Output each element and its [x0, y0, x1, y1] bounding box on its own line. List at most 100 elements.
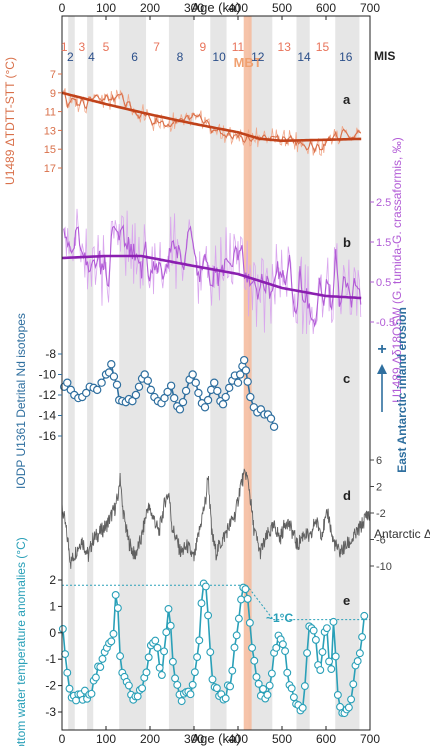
panel-b-letter: b — [343, 235, 351, 250]
panel-c-tick-label: -8 — [45, 347, 56, 361]
panel-e-marker — [164, 604, 173, 613]
panel-c-tick-label: -12 — [39, 388, 57, 402]
top-x-axis-label: Age (ka) — [191, 0, 240, 15]
panel-a-y-axis-label: U1489 ΔTDTT-STT (°C) — [3, 57, 17, 185]
panel-c-marker — [213, 386, 222, 396]
panel-e-marker — [309, 626, 318, 635]
panel-c-tick-label: -14 — [39, 409, 57, 423]
erosion-arrow-head — [377, 364, 387, 374]
top-age-tick-label: 300 — [184, 1, 204, 15]
panel-c-marker — [107, 360, 116, 369]
panel-c-marker — [239, 355, 249, 365]
panel-e-marker — [272, 643, 281, 652]
panel-e-y-axis-label: Bottom water temperature anomalies (°C) — [14, 537, 28, 746]
mbt-label: MBT — [234, 55, 262, 70]
panel-e-marker — [243, 594, 252, 603]
mis-stage-label: 14 — [297, 50, 311, 64]
panel-e-marker — [173, 680, 182, 689]
panel-e-marker — [250, 656, 259, 665]
panel-e-marker — [347, 695, 356, 704]
panel-d-tick-label: -6 — [376, 535, 386, 547]
glacial-band — [68, 16, 75, 730]
panel-e-marker — [252, 673, 261, 681]
panel-c-marker — [241, 366, 251, 375]
panel-e-marker — [138, 684, 147, 693]
panel-d-tick-label: 2 — [376, 482, 382, 494]
panel-b-tick-label: 1.5 — [376, 237, 391, 249]
panel-e-marker — [188, 680, 197, 689]
bottom-age-tick-label: 600 — [316, 732, 336, 746]
panel-e-marker — [107, 637, 116, 646]
panel-e-marker — [168, 657, 177, 666]
bottom-age-tick-label: 0 — [59, 732, 66, 746]
panel-a-tick-label: 9 — [50, 88, 56, 100]
panel-e-marker — [155, 663, 164, 672]
panel-e-marker — [248, 643, 257, 652]
panel-c-marker — [131, 390, 141, 400]
panel-a-tick-label: 11 — [45, 107, 56, 119]
panel-e-marker — [166, 621, 175, 630]
panel-e-marker — [208, 675, 217, 684]
mis-stage-label: 12 — [251, 50, 265, 64]
panel-e-tick-label: 1 — [49, 599, 56, 613]
panel-a-letter: a — [343, 92, 351, 107]
mis-stage-label: 2 — [67, 50, 74, 64]
panel-e-tick-label: 2 — [49, 573, 56, 587]
panel-d-y-axis-label: Antarctic ΔT (°C) — [374, 527, 430, 541]
panel-e-marker — [91, 673, 100, 682]
panel-e-letter: e — [343, 593, 350, 608]
panel-e-annotation: ~1°C — [266, 611, 293, 625]
panel-c-marker — [112, 380, 122, 389]
panel-e-marker — [204, 611, 213, 620]
panel-a-tick-label: 15 — [44, 144, 56, 156]
panel-c-marker — [92, 385, 102, 395]
panel-e-marker — [221, 694, 230, 703]
panel-e-marker — [65, 684, 74, 693]
panel-e-marker — [281, 647, 290, 656]
panel-c-marker — [243, 377, 252, 386]
panel-c-marker — [269, 422, 279, 431]
mis-stage-label: 3 — [78, 40, 85, 54]
panel-c-marker — [203, 395, 213, 405]
panel-c-marker — [221, 392, 230, 402]
mis-stage-label: 10 — [212, 50, 226, 64]
mis-stage-label: 16 — [339, 50, 353, 64]
panel-e-marker — [349, 680, 358, 689]
panel-e-marker — [245, 618, 254, 627]
panel-c-marker — [134, 382, 144, 391]
panel-e-marker — [303, 649, 312, 657]
panel-e-marker — [316, 666, 325, 674]
panel-a-filtered-line — [63, 90, 361, 154]
mis-stage-label: 1 — [61, 40, 68, 54]
panel-c-marker — [178, 397, 188, 407]
panel-c-marker — [218, 400, 228, 409]
bottom-age-tick-label: 300 — [184, 732, 204, 746]
panel-e-marker — [195, 636, 204, 645]
panel-c-marker — [143, 376, 152, 385]
top-age-tick-label: 200 — [140, 1, 160, 15]
panel-c-marker — [146, 385, 156, 395]
panel-e-ref-drop — [246, 584, 274, 620]
mis-stage-label: 9 — [199, 40, 206, 54]
panel-e-marker — [230, 643, 239, 652]
panel-c-marker — [266, 414, 276, 423]
panel-c-marker — [169, 393, 179, 403]
panel-e-marker — [226, 682, 235, 691]
panel-c-marker — [191, 378, 200, 387]
glacial-band — [87, 16, 94, 730]
glacial-band — [248, 16, 273, 730]
panel-c-tick-label: -16 — [39, 429, 57, 443]
panel-c-marker — [128, 396, 137, 406]
panel-e-marker — [311, 635, 320, 644]
panel-e-marker — [234, 614, 243, 623]
panel-e-marker — [232, 631, 241, 640]
panel-e-tick-label: -2 — [45, 679, 56, 693]
panel-d-tick-label: -10 — [376, 561, 392, 573]
panel-e-marker — [289, 693, 298, 702]
mis-stage-label: 5 — [103, 40, 110, 54]
panel-e-marker — [98, 654, 107, 663]
panel-c-marker — [81, 388, 91, 398]
top-age-tick-label: 600 — [316, 1, 336, 15]
panel-e-marker — [144, 653, 153, 662]
